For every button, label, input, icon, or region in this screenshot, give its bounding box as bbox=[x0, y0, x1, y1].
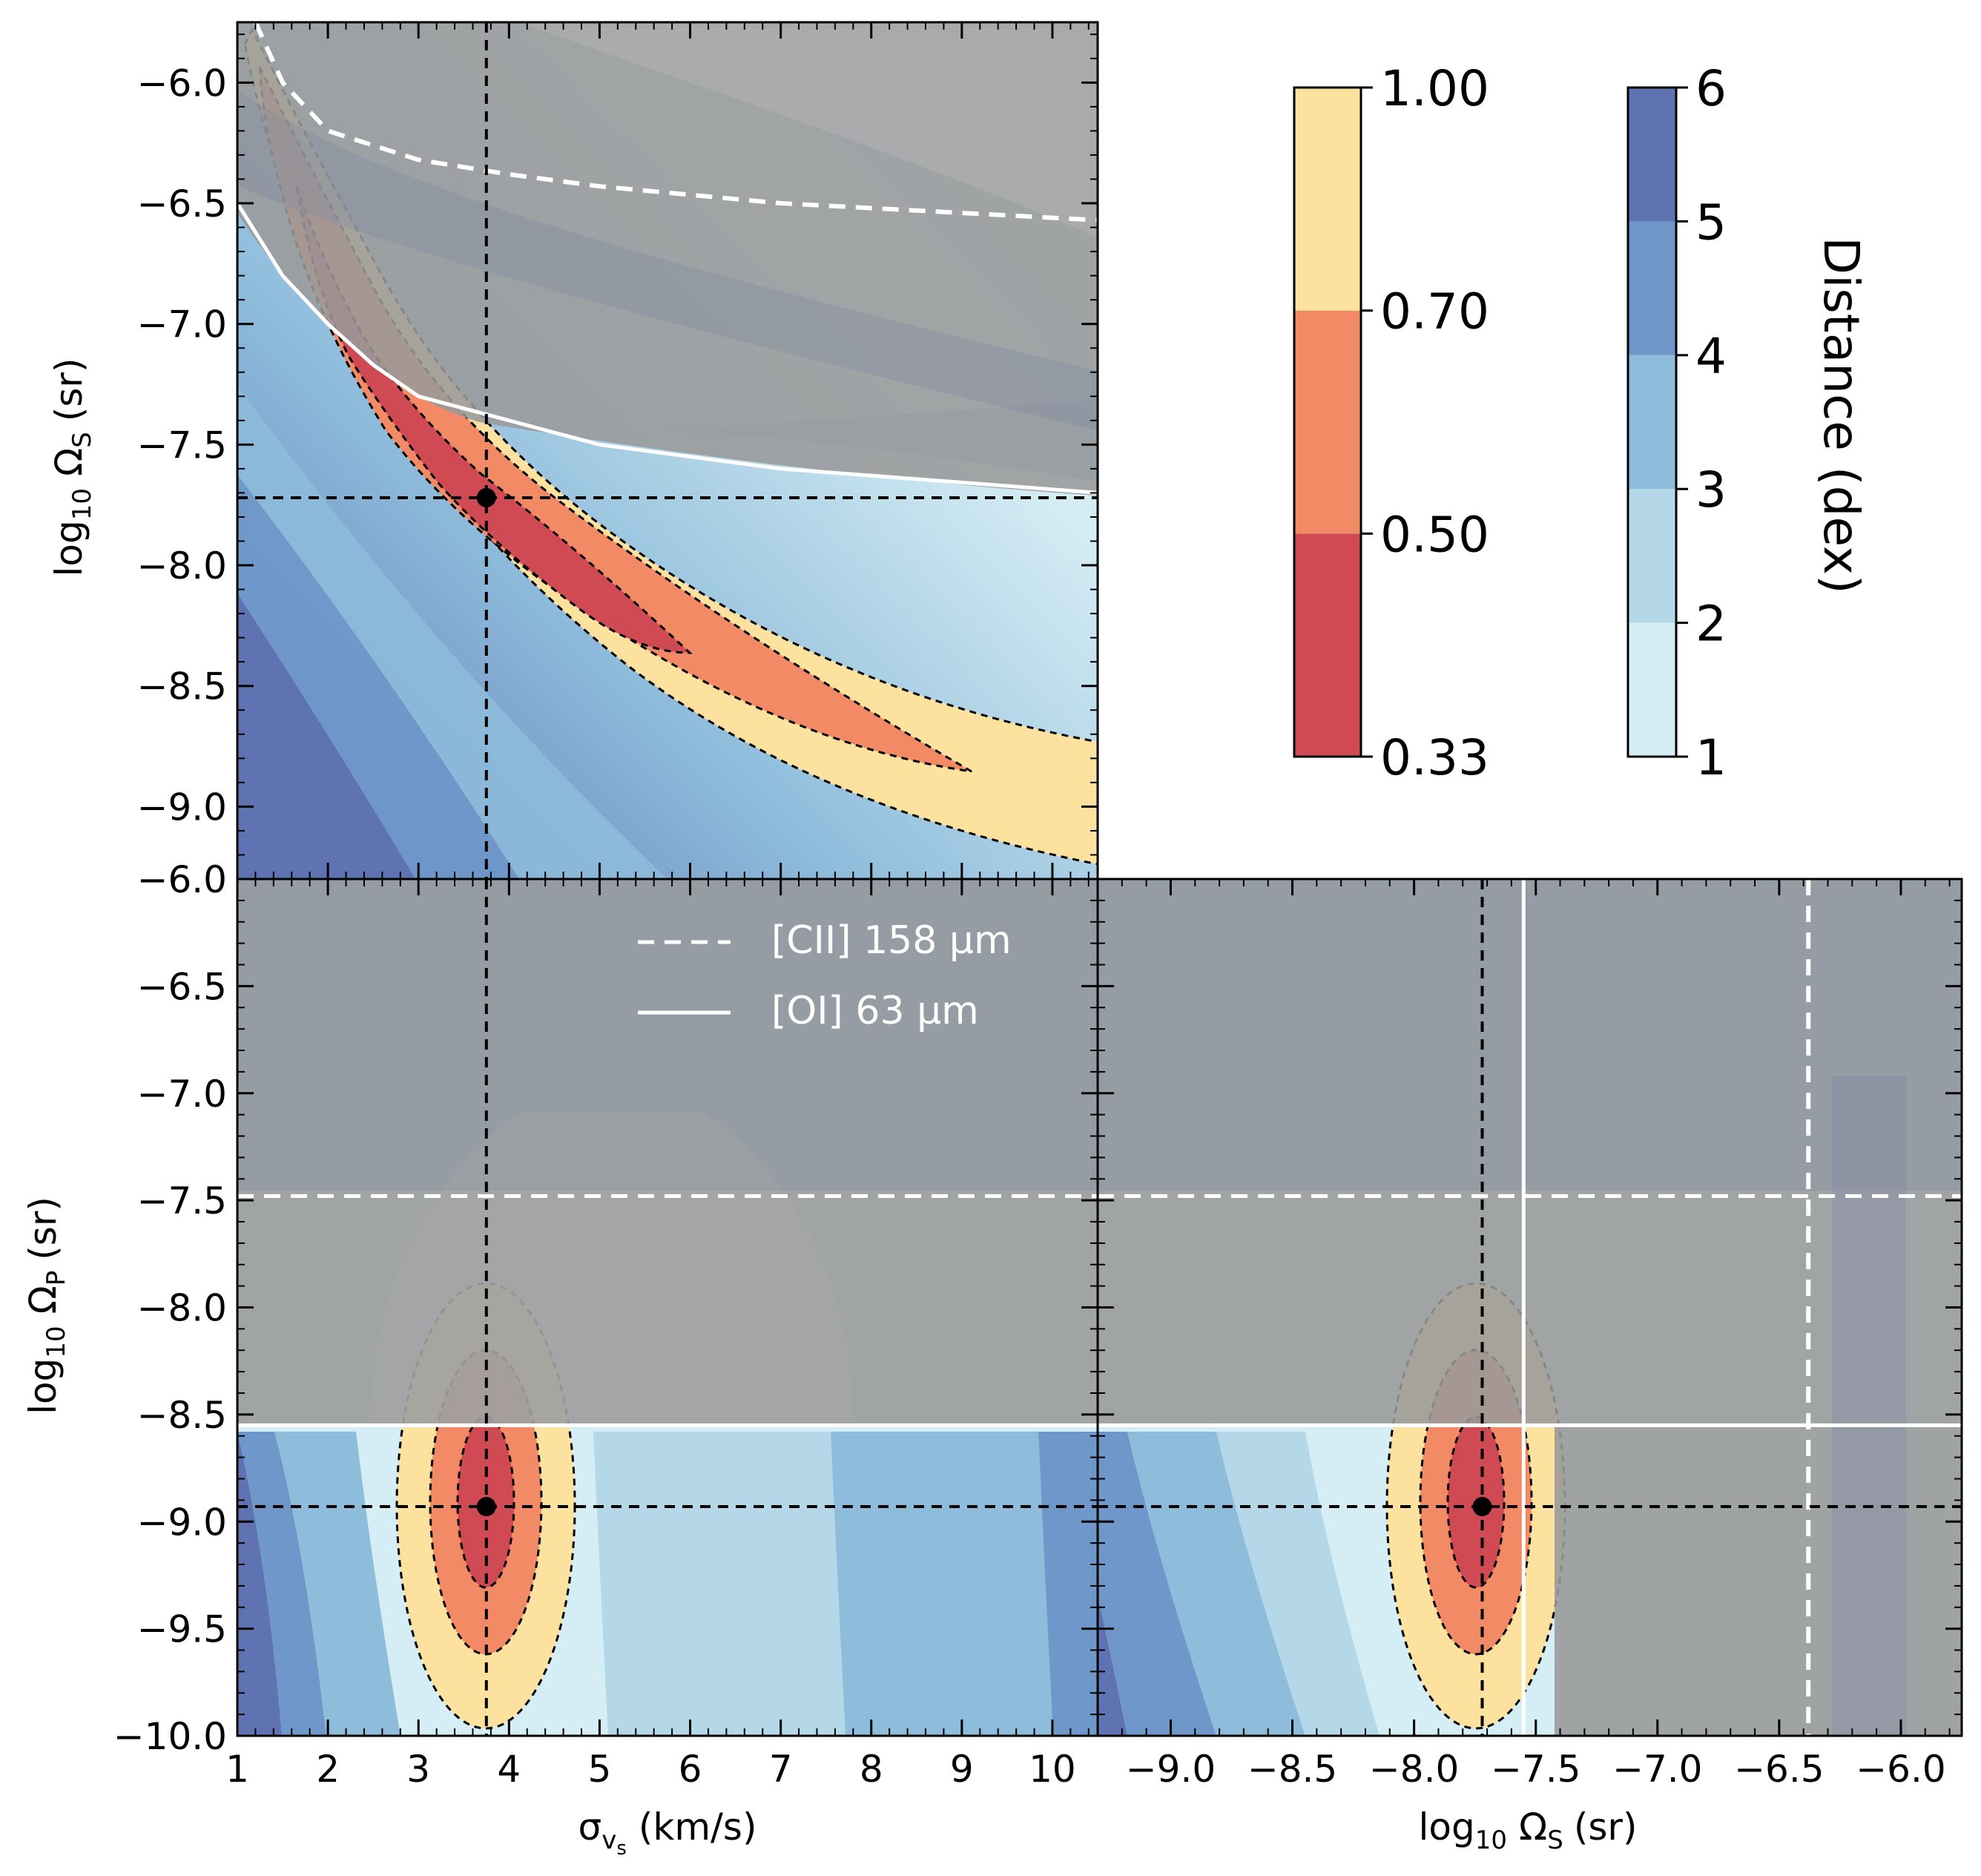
panel-a-ylabel: log10ΩS(sr) bbox=[47, 358, 97, 577]
x-tick-label: 8 bbox=[860, 1748, 883, 1791]
y-tick-label: −7.0 bbox=[137, 1073, 227, 1116]
x-tick-label: 7 bbox=[769, 1748, 793, 1791]
dist-colorbar-segment bbox=[1628, 88, 1676, 222]
panel-b-band-5 bbox=[237, 1432, 282, 1736]
x-tick-label: −6.0 bbox=[1856, 1748, 1945, 1791]
panel-b-xlabel: σvs (km/s) bbox=[579, 1806, 757, 1860]
dist-colorbar-segment bbox=[1628, 355, 1676, 490]
panel-top-left-plot bbox=[237, 22, 1098, 879]
x-tick-label: −9.0 bbox=[1126, 1748, 1216, 1791]
x-tick-label: −8.5 bbox=[1247, 1748, 1337, 1791]
y-tick-label: −9.5 bbox=[137, 1608, 227, 1651]
prob-colorbar-segment bbox=[1294, 310, 1361, 534]
x-tick-label: 9 bbox=[950, 1748, 974, 1791]
panel-c-excluded-shade-right bbox=[1832, 1076, 1906, 1736]
dist-colorbar-tick-label: 5 bbox=[1695, 194, 1727, 251]
panel-b-band-3 bbox=[274, 1432, 401, 1736]
x-tick-label: 1 bbox=[225, 1748, 249, 1791]
panel-bottom-left-plot bbox=[237, 879, 1098, 1736]
y-tick-label: −8.5 bbox=[137, 1394, 227, 1437]
y-tick-label: −10.0 bbox=[113, 1715, 227, 1758]
cii-158-constraint-curve bbox=[253, 22, 1098, 223]
x-tick-label: −6.5 bbox=[1734, 1748, 1824, 1791]
x-tick-label: 6 bbox=[679, 1748, 702, 1791]
y-tick-label: −8.0 bbox=[137, 1287, 227, 1330]
probability-colorbar: 0.33 0.50 0.70 1.00 bbox=[1293, 60, 1489, 786]
panel-b-ticks: −6.0 −6.5 −7.0 −7.5 −8.0 −8.5 −9.0 −9.5 −10.01 2 3… bbox=[113, 858, 1098, 1791]
panel-a-distance-band-5 bbox=[237, 593, 415, 879]
prob-colorbar-tick-label: 0.33 bbox=[1380, 729, 1489, 786]
panel-b-bestfit-marker bbox=[476, 1497, 496, 1517]
x-tick-label: 3 bbox=[406, 1748, 430, 1791]
y-tick-label: −9.0 bbox=[137, 1501, 227, 1544]
prob-colorbar-tick-label: 0.50 bbox=[1380, 506, 1489, 563]
x-tick-label: 2 bbox=[316, 1748, 340, 1791]
panel-a-prob-033-region bbox=[295, 185, 693, 654]
panel-a-ticks: −6.0 −6.5 −7.0 −7.5 −8.0 −8.5 −9.0 bbox=[137, 22, 1098, 880]
x-tick-label: −7.5 bbox=[1491, 1748, 1580, 1791]
panel-bottom-right-plot bbox=[1098, 879, 1962, 1736]
oi-63-constraint-curve bbox=[237, 202, 1098, 495]
dist-colorbar-segment bbox=[1628, 489, 1676, 623]
y-tick-label: −7.5 bbox=[137, 424, 227, 467]
y-tick-label: −6.0 bbox=[137, 858, 227, 901]
panel-c-band-2 bbox=[1216, 1432, 1380, 1736]
x-tick-label: 4 bbox=[497, 1748, 521, 1791]
panel-c-ticks: −9.0 −8.5 −8.0 −7.5 −7.0 −6.5 −6.0 bbox=[1097, 878, 1962, 1791]
dist-colorbar-tick-label: 6 bbox=[1695, 60, 1727, 117]
y-tick-label: −6.0 bbox=[137, 62, 227, 105]
legend: [CII] 158 μm [OI] 63 μm bbox=[638, 918, 1012, 1033]
dist-colorbar-segment bbox=[1628, 622, 1676, 757]
panel-c-band-4 bbox=[1098, 1432, 1216, 1736]
dist-colorbar-tick-label: 4 bbox=[1695, 328, 1727, 385]
y-tick-label: −8.5 bbox=[137, 665, 227, 708]
y-tick-label: −6.5 bbox=[137, 182, 227, 226]
panel-b-excluded-shade bbox=[237, 879, 1098, 1191]
panel-c-excluded-shade bbox=[1098, 879, 1962, 1191]
distance-colorbar-label: Distance (dex) bbox=[1813, 237, 1870, 593]
prob-colorbar-frame bbox=[1293, 86, 1362, 758]
panel-a-excluded-shade bbox=[237, 89, 1098, 430]
panel-c-band-5 bbox=[1098, 1595, 1127, 1736]
prob-colorbar-segment bbox=[1294, 533, 1361, 757]
panel-a-excluded-topright bbox=[519, 22, 1098, 237]
y-tick-label: −7.5 bbox=[137, 1179, 227, 1222]
y-tick-label: −9.0 bbox=[137, 786, 227, 829]
distance-colorbar: 1 2 3 4 5 6 bbox=[1626, 60, 1727, 786]
panel-b-band-3-right bbox=[831, 1432, 1053, 1736]
x-tick-label: 10 bbox=[1029, 1748, 1076, 1791]
legend-cii-label: [CII] 158 μm bbox=[771, 918, 1012, 963]
x-tick-label: 5 bbox=[588, 1748, 612, 1791]
panel-c-bestfit-marker bbox=[1472, 1497, 1492, 1517]
dist-colorbar-segment bbox=[1628, 221, 1676, 355]
y-tick-label: −6.5 bbox=[137, 965, 227, 1008]
panel-c-xlabel: log10 ΩS (sr) bbox=[1419, 1806, 1638, 1855]
dist-colorbar-tick-label: 3 bbox=[1695, 461, 1727, 519]
y-tick-label: −8.0 bbox=[137, 544, 227, 588]
panel-c-excluded-top bbox=[1098, 879, 1962, 1426]
dist-colorbar-tick-label: 1 bbox=[1695, 729, 1727, 786]
panel-b-excluded-light bbox=[371, 1113, 853, 1426]
prob-colorbar-segment bbox=[1294, 88, 1361, 311]
panel-b-band-2-mid bbox=[593, 1432, 846, 1736]
y-tick-label: −7.0 bbox=[137, 303, 227, 346]
prob-colorbar-tick-label: 1.00 bbox=[1380, 60, 1489, 117]
x-tick-label: −7.0 bbox=[1612, 1748, 1702, 1791]
dist-colorbar-tick-label: 2 bbox=[1695, 596, 1727, 653]
dist-colorbar-frame bbox=[1626, 86, 1678, 758]
x-tick-label: −8.0 bbox=[1369, 1748, 1459, 1791]
panel-b-excluded-region bbox=[237, 879, 1098, 1426]
legend-oi-label: [OI] 63 μm bbox=[771, 989, 979, 1033]
panel-a-distance-band-4 bbox=[237, 475, 519, 879]
panel-a-bestfit-marker bbox=[476, 487, 496, 507]
prob-colorbar-tick-label: 0.70 bbox=[1380, 283, 1489, 340]
panel-b-ylabel: log10ΩP(sr) bbox=[22, 1197, 71, 1415]
